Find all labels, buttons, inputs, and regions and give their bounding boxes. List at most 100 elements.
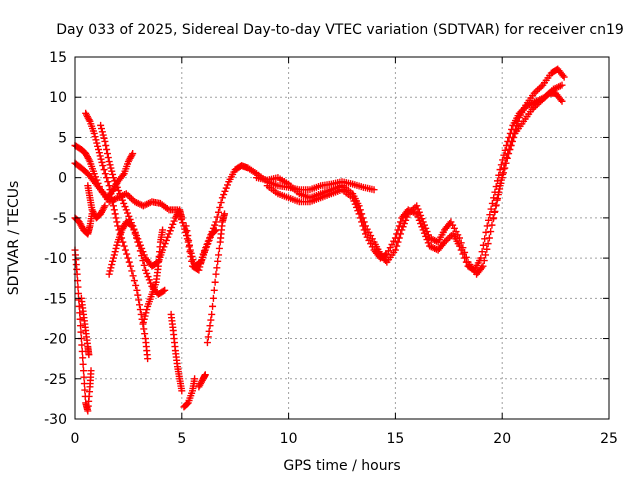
data-point [361,230,369,238]
data-point [85,351,93,359]
data-point [492,201,500,209]
data-point [140,315,148,323]
x-tick-label: 5 [177,431,186,447]
data-point [98,158,106,166]
data-point [201,246,209,254]
data-point [195,266,203,274]
data-point [491,207,499,215]
data-point [457,246,465,254]
data-point [121,203,129,211]
data-point [97,121,105,129]
data-point [204,333,212,341]
data-point [122,206,130,214]
data-point [349,194,357,202]
data-point [497,176,505,184]
data-point [112,180,120,188]
data-point [209,294,217,302]
data-point [482,251,490,259]
data-point [127,262,135,270]
data-point [85,116,93,124]
data-point [77,328,85,336]
data-point [508,125,516,133]
data-point [107,264,115,272]
data-point [121,246,129,254]
data-point [128,267,136,275]
series-track-i [77,294,93,359]
data-point [135,296,143,304]
data-point [130,225,138,233]
data-point [500,165,508,173]
data-point [78,341,86,349]
data-point [161,240,169,248]
data-point [144,273,152,281]
data-point [220,191,228,199]
data-point [178,214,186,222]
data-point [183,227,191,235]
data-point [418,223,426,231]
data-point [141,266,149,274]
data-point [490,214,498,222]
data-point [127,221,135,229]
y-tick-label: -10 [44,251,67,267]
data-point [560,73,568,81]
data-point [559,72,567,80]
data-point [211,227,219,235]
data-point [557,96,565,104]
data-point [423,236,431,244]
data-point [101,202,109,210]
data-point [221,210,229,218]
data-point [109,202,117,210]
data-point [100,134,108,142]
data-point [203,243,211,251]
data-point [105,270,113,278]
data-point [212,270,220,278]
y-tick-label: -20 [44,332,67,348]
data-point [141,312,149,320]
data-point [109,257,117,265]
data-point [99,162,107,170]
data-point [204,240,212,248]
data-point [80,367,88,375]
data-point [140,251,148,259]
data-point [558,97,566,105]
data-point [354,207,362,215]
data-point [134,235,142,243]
data-point [420,229,428,237]
data-point [185,241,193,249]
data-point [186,246,194,254]
data-point [535,84,543,92]
y-tick-label: -5 [53,211,67,227]
data-point [125,212,133,220]
data-point [355,210,363,218]
data-point [178,387,186,395]
data-point [444,235,452,243]
data-point [537,83,545,91]
data-point [419,226,427,234]
data-point [215,251,223,259]
data-point [138,244,146,252]
series-track-r [263,81,566,274]
series-track-l [167,310,186,395]
x-tick-label: 20 [493,431,511,447]
data-point [111,210,119,218]
data-point [506,129,514,137]
data-point [112,244,120,252]
data-point [134,291,142,299]
data-point [483,222,491,230]
data-point [112,214,120,222]
data-point [127,195,135,203]
y-tick-label: 0 [58,171,67,187]
data-point [358,218,366,226]
data-point [133,286,141,294]
data-point [135,238,143,246]
data-point [116,190,124,198]
data-point [113,183,121,191]
data-point [478,264,486,272]
series-track-n [195,371,209,391]
data-point [224,181,232,189]
y-tick-label: 10 [49,90,67,106]
data-point [109,174,117,182]
data-point [98,128,106,136]
data-point [182,222,190,230]
data-point [124,209,132,217]
